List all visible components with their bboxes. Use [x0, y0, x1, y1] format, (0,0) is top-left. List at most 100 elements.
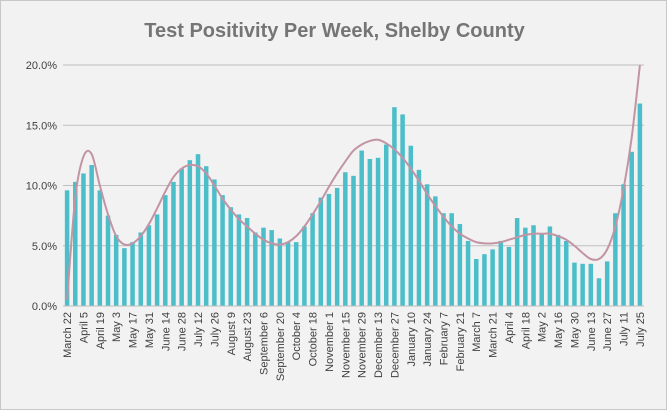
x-tick-label: October 18	[308, 312, 320, 366]
bar	[580, 263, 585, 306]
x-tick-label: October 4	[291, 312, 303, 360]
bar	[506, 246, 512, 306]
bar	[604, 261, 610, 306]
bar	[220, 195, 225, 306]
bar	[195, 154, 201, 306]
bar	[613, 213, 618, 306]
trend-series	[66, 64, 641, 301]
x-tick-label: June 14	[160, 312, 172, 351]
bar	[171, 181, 176, 306]
bar	[326, 193, 332, 306]
x-tick-label: July 26	[209, 312, 221, 347]
x-tick-label: September 20	[275, 312, 287, 381]
x-tick-label: May 2	[537, 312, 549, 342]
bar-series	[64, 103, 643, 306]
bar	[253, 232, 258, 306]
bar	[588, 263, 594, 306]
bar	[269, 230, 274, 306]
x-tick-label: April 5	[78, 312, 90, 343]
x-axis-ticks: March 22 April 5 April 19 May 3 May 17 May 31…	[62, 312, 647, 381]
bar	[523, 227, 528, 306]
bar	[105, 215, 111, 306]
x-tick-label: April 18	[520, 312, 532, 349]
bar	[163, 195, 168, 306]
x-tick-label: June 28	[177, 312, 189, 351]
bar	[351, 175, 356, 306]
bar	[293, 242, 299, 306]
x-tick-label: May 16	[553, 312, 565, 348]
bar	[400, 114, 405, 306]
x-tick-label: December 27	[389, 312, 401, 378]
bar	[228, 207, 234, 306]
bar	[343, 172, 348, 306]
bar	[318, 197, 324, 306]
bar	[596, 278, 602, 306]
x-tick-label: February 7	[439, 312, 451, 365]
bar	[73, 181, 78, 306]
bar	[392, 107, 397, 306]
bar	[81, 173, 86, 306]
bar	[572, 262, 577, 306]
bar	[637, 103, 643, 306]
x-tick-label: April 4	[504, 312, 516, 343]
bar	[465, 240, 471, 306]
x-tick-label: July 25	[635, 312, 647, 347]
x-tick-label: March 22	[62, 312, 74, 358]
bar	[130, 242, 135, 306]
bar	[89, 165, 94, 306]
bar	[261, 227, 266, 306]
bar	[277, 238, 283, 306]
bar	[482, 254, 487, 306]
y-tick-label: 5.0%	[32, 241, 57, 253]
bar	[441, 213, 446, 306]
x-tick-label: November 1	[324, 312, 336, 372]
bar	[473, 259, 479, 306]
x-tick-label: August 9	[226, 312, 238, 355]
bar	[433, 196, 438, 306]
bar	[310, 213, 315, 306]
x-tick-label: July 11	[619, 312, 631, 346]
bar	[531, 225, 536, 306]
bar	[334, 187, 340, 306]
trend-line	[66, 64, 641, 301]
x-tick-label: May 3	[111, 312, 123, 342]
bar	[302, 226, 307, 306]
x-tick-label: November 15	[340, 312, 352, 378]
y-tick-label: 0.0%	[32, 301, 57, 313]
bar	[498, 240, 504, 306]
x-tick-label: September 6	[258, 312, 270, 375]
x-tick-label: August 23	[242, 312, 254, 362]
x-tick-label: February 21	[455, 312, 467, 371]
bar	[547, 226, 553, 306]
y-tick-label: 20.0%	[26, 60, 57, 72]
x-tick-label: April 19	[95, 312, 107, 349]
x-tick-label: November 29	[357, 312, 369, 378]
bar	[416, 169, 422, 306]
bar	[154, 214, 160, 306]
x-tick-label: June 27	[602, 312, 614, 351]
x-tick-label: July 12	[193, 312, 205, 347]
bar	[122, 248, 127, 306]
bar	[514, 218, 520, 306]
x-tick-label: May 30	[569, 312, 581, 348]
bar	[555, 234, 561, 306]
bar	[449, 213, 454, 306]
bar	[621, 184, 626, 306]
bar	[236, 214, 242, 306]
x-tick-label: January 10	[406, 312, 418, 366]
y-axis-ticks: 0.0% 5.0% 10.0% 15.0% 20.0%	[26, 60, 57, 313]
bar	[424, 184, 430, 306]
bar	[564, 240, 569, 306]
bar	[539, 233, 544, 306]
x-tick-label: March 7	[471, 312, 483, 352]
bar	[138, 232, 143, 306]
bar	[367, 158, 373, 306]
y-tick-label: 10.0%	[26, 181, 57, 193]
x-tick-label: May 31	[144, 312, 156, 348]
bar	[629, 151, 634, 306]
y-tick-label: 15.0%	[26, 120, 57, 132]
x-tick-label: May 17	[128, 312, 140, 348]
bar	[113, 234, 119, 306]
